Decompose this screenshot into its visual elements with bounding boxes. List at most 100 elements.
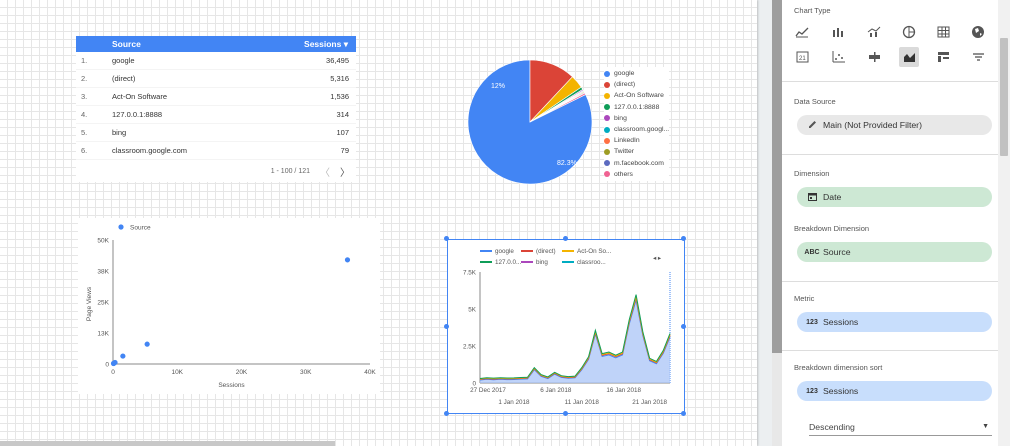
filter-control-icon[interactable]: [968, 47, 988, 67]
legend-item[interactable]: bing: [604, 113, 669, 124]
row-sessions: 107: [336, 128, 349, 137]
y-tick-label: 5K: [468, 307, 477, 314]
combo-chart-icon[interactable]: [864, 22, 884, 42]
header-sessions[interactable]: Sessions ▾: [304, 38, 348, 49]
table-pager: 1 - 100 / 121 〈 〉: [76, 160, 356, 182]
next-page-button[interactable]: 〉: [340, 167, 350, 179]
resize-handle[interactable]: [563, 236, 568, 241]
sort-order-select[interactable]: Descending ▼: [809, 418, 992, 436]
scrollbar-thumb[interactable]: [1000, 38, 1008, 156]
edit-pencil-icon[interactable]: [801, 120, 823, 131]
breakdown-dimension-chip[interactable]: ABC Source: [797, 242, 992, 262]
row-source: classroom.google.com: [112, 146, 188, 155]
table-row[interactable]: 2. (direct) 5,316: [76, 70, 356, 88]
canvas-vertical-scrollbar[interactable]: [772, 0, 782, 446]
legend-item[interactable]: (direct): [604, 79, 669, 90]
legend-label: bing: [614, 114, 627, 122]
legend-swatch: [604, 81, 610, 88]
x-tick-label: 40K: [364, 369, 376, 376]
row-sessions: 314: [336, 110, 349, 119]
pie-chart[interactable]: 82.3% 12%: [465, 58, 595, 186]
row-number: 5.: [81, 128, 88, 137]
header-source[interactable]: Source: [112, 39, 141, 49]
pie-label-google: 82.3%: [557, 160, 577, 167]
resize-handle[interactable]: [444, 324, 449, 329]
x-tick-label: 20K: [236, 369, 248, 376]
legend-item[interactable]: google: [604, 68, 669, 79]
resize-handle[interactable]: [563, 411, 568, 416]
bar-chart-icon[interactable]: [828, 22, 848, 42]
panel-scrollbar[interactable]: [998, 0, 1010, 446]
scorecard-icon[interactable]: 21: [792, 47, 812, 67]
table-row[interactable]: 1. google 36,495: [76, 52, 356, 70]
horizontal-scrollbar[interactable]: [0, 441, 335, 446]
table-row[interactable]: 6. classroom.google.com 79: [76, 142, 356, 160]
metric-chip[interactable]: 123 Sessions: [797, 312, 992, 332]
resize-handle[interactable]: [681, 236, 686, 241]
time-series-icon[interactable]: [792, 22, 812, 42]
scatter-point[interactable]: [120, 353, 126, 359]
scatter-point[interactable]: [144, 341, 150, 347]
dimension-chip[interactable]: Date: [797, 187, 992, 207]
legend-item[interactable]: others: [604, 169, 669, 180]
scatter-point[interactable]: [110, 360, 117, 367]
row-number: 3.: [81, 92, 88, 101]
number-type-icon: 123: [806, 387, 818, 395]
legend-page-arrows[interactable]: ◂ ▸: [653, 255, 661, 262]
bullet-chart-icon[interactable]: [864, 47, 884, 67]
legend-swatch: [604, 160, 610, 167]
table-row[interactable]: 3. Act-On Software 1,536: [76, 88, 356, 106]
prev-page-button[interactable]: 〈: [320, 167, 330, 179]
divider: [782, 281, 998, 282]
legend-label: google: [614, 70, 635, 78]
scatter-chart[interactable]: Source 0 13K 25K 38K 50K 0 10K 20K 30K 40K Sessions…: [78, 218, 380, 394]
legend-swatch: [604, 126, 610, 133]
geo-map-icon[interactable]: [968, 22, 988, 42]
legend-item[interactable]: LinkedIn: [604, 135, 669, 146]
row-source: 127.0.0.1:8888: [112, 110, 163, 119]
area-chart-icon[interactable]: [899, 47, 919, 67]
breakdown-sort-chip[interactable]: 123 Sessions: [797, 381, 992, 401]
resize-handle[interactable]: [444, 236, 449, 241]
properties-panel: Chart Type 21 Data Source Main (Not Prov…: [782, 0, 1010, 446]
legend-item[interactable]: Act-On Software: [604, 90, 669, 101]
row-sessions: 1,536: [330, 92, 349, 101]
scatter-chart-icon[interactable]: [828, 47, 848, 67]
legend-swatch: [604, 171, 610, 178]
row-number: 1.: [81, 56, 88, 65]
area-fill-google[interactable]: [480, 300, 670, 383]
x-tick-label: 10K: [171, 369, 183, 376]
row-sessions: 36,495: [326, 56, 349, 65]
legend-label: 127.0.0.1:8888: [614, 103, 660, 111]
source-table[interactable]: Source Sessions ▾ 1. google 36,495 2. (direc…: [76, 36, 356, 182]
report-page[interactable]: Source Sessions ▾ 1. google 36,495 2. (direc…: [0, 0, 757, 446]
pivot-table-icon[interactable]: [933, 47, 953, 67]
table-row[interactable]: 4. 127.0.0.1:8888 314: [76, 106, 356, 124]
legend-item[interactable]: m.facebook.com: [604, 158, 669, 169]
area-chart[interactable]: google (direct) Act-On So... 127.0.0... bing…: [448, 240, 684, 413]
breakdown-dimension-title: Breakdown Dimension: [794, 224, 870, 233]
y-tick-label: 0: [105, 362, 109, 369]
table-icon[interactable]: [933, 22, 953, 42]
resize-handle[interactable]: [444, 411, 449, 416]
series-line-localhost[interactable]: [479, 294, 671, 379]
row-sessions: 5,316: [330, 74, 349, 83]
sort-order-value: Descending: [809, 421, 855, 432]
table-row[interactable]: 5. bing 107: [76, 124, 356, 142]
pie-label-direct: 12%: [491, 83, 505, 90]
scatter-point[interactable]: [344, 257, 351, 263]
legend-item[interactable]: classroom.googl...: [604, 124, 669, 135]
legend-item[interactable]: Twitter: [604, 146, 669, 157]
data-source-chip[interactable]: Main (Not Provided Filter): [797, 115, 992, 135]
area-chart-selected[interactable]: google (direct) Act-On So... 127.0.0... bing…: [447, 239, 685, 414]
pie-chart-icon[interactable]: [899, 22, 919, 42]
x-tick-label: 21 Jan 2018: [632, 399, 667, 406]
legend-label: classroom.googl...: [614, 126, 670, 134]
legend-label: 127.0.0...: [495, 259, 522, 266]
pie-slice[interactable]: [529, 92, 586, 123]
legend-item[interactable]: 127.0.0.1:8888: [604, 102, 669, 113]
scrollbar-thumb[interactable]: [772, 0, 782, 353]
resize-handle[interactable]: [681, 324, 686, 329]
data-source-title: Data Source: [794, 97, 836, 106]
resize-handle[interactable]: [681, 411, 686, 416]
